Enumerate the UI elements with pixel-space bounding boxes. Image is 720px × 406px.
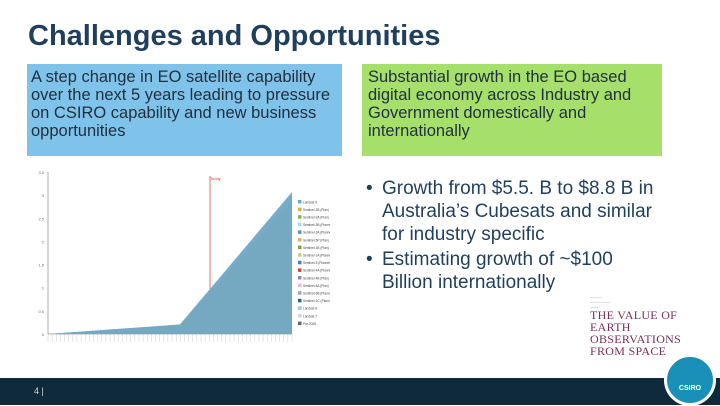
legend-label: Sentinel-4B (Plan): [303, 276, 329, 280]
today-label: Today: [210, 176, 221, 181]
legend-label: Sentinel-1B (Plan): [303, 246, 329, 250]
legend-swatch: [298, 200, 302, 204]
y-tick-label: 1.5: [38, 263, 44, 268]
bullet-list: • Growth from $5.5. B to $8.8 B in Austr…: [366, 177, 666, 296]
legend-swatch: [298, 321, 302, 326]
report-header-lines: ——— ————— ——: [590, 294, 610, 309]
y-tick-label: 0.5: [38, 309, 44, 314]
legend-swatch: [298, 245, 302, 250]
bullet-marker: •: [366, 178, 373, 199]
legend-swatch: [298, 238, 302, 242]
y-tick-label: 1: [42, 286, 45, 291]
legend-swatch: [298, 207, 302, 212]
growth-area-chart: 3.5 3 2.5 2 1.5 1 0.5 0 Today Landsat 9 Sentinel-2…: [38, 170, 330, 342]
legend-swatch: [298, 268, 302, 272]
y-tick-label: 3.5: [38, 170, 44, 175]
legend-label: Landsat 9: [303, 200, 317, 204]
legend-swatch: [298, 253, 302, 257]
legend-label: Sentinel-3A (Planned): [303, 231, 330, 235]
y-tick-label: 3: [42, 193, 45, 198]
legend-label: Sentinel-4A (Planned): [303, 269, 330, 273]
legend-swatch: [298, 222, 302, 227]
bullet-item: • Growth from $5.5. B to $8.8 B in Austr…: [366, 177, 666, 246]
logo-text: CSIRO: [678, 385, 702, 392]
legend-label: Sentinel-3B (Planned): [303, 223, 330, 227]
report-cover-thumbnail: ——— ————— —— THE VALUE OF EARTH OBSERVATIO…: [590, 294, 705, 358]
legend-label: Sentinel-2C (Planned): [303, 299, 330, 303]
csiro-logo: CSIRO: [664, 354, 716, 406]
legend-swatch: [298, 291, 302, 295]
legend-label: Sentinel-1A (Planned): [303, 254, 330, 258]
slide-title: Challenges and Opportunities: [28, 20, 441, 52]
left-callout-box: A step change in EO satellite capability…: [27, 64, 342, 156]
bullet-text: Estimating growth of ~$100 Billion inter…: [382, 249, 613, 293]
legend-swatch: [298, 276, 302, 280]
legend-label: Sentinel-5 (Planned): [303, 261, 330, 265]
legend-label: Sentinel-5P (Plan): [303, 238, 329, 242]
legend-label: Landsat 7: [303, 314, 317, 318]
legend-label: Landsat 8: [303, 307, 317, 311]
area-series: [48, 192, 292, 334]
legend-swatch: [298, 215, 302, 219]
bullet-text: Growth from $5.5. B to $8.8 B in Austral…: [382, 178, 654, 245]
right-callout-text: Substantial growth in the EO based digit…: [368, 68, 632, 140]
right-callout-box: Substantial growth in the EO based digit…: [362, 64, 662, 156]
legend-label: Sentinel-2B (Plan): [303, 208, 329, 212]
legend-swatch: [298, 298, 302, 303]
legend-label: Pre 2008: [303, 322, 316, 326]
legend-label: Sentinel-6B (Planned): [303, 292, 330, 296]
legend-swatch: [298, 260, 302, 265]
legend-swatch: [298, 230, 302, 234]
bullet-marker: •: [366, 249, 373, 270]
page-number: 4 |: [34, 386, 44, 396]
y-tick-label: 2.5: [38, 216, 44, 221]
left-callout-text: A step change in EO satellite capability…: [31, 68, 331, 140]
footer-bar: 4 |: [0, 378, 720, 405]
y-tick-label: 0: [42, 332, 45, 337]
legend-label: Sentinel-2A (Plan): [303, 216, 329, 220]
y-tick-label: 2: [42, 239, 45, 244]
legend-swatch: [298, 283, 302, 288]
report-title: THE VALUE OF EARTH OBSERVATIONS FROM SPA…: [590, 308, 682, 358]
legend-swatch: [298, 306, 302, 310]
legend-label: Sentinel-6A (Plan): [303, 284, 329, 288]
legend-swatch: [298, 314, 302, 318]
bullet-item: • Estimating growth of ~$100 Billion int…: [366, 248, 666, 294]
